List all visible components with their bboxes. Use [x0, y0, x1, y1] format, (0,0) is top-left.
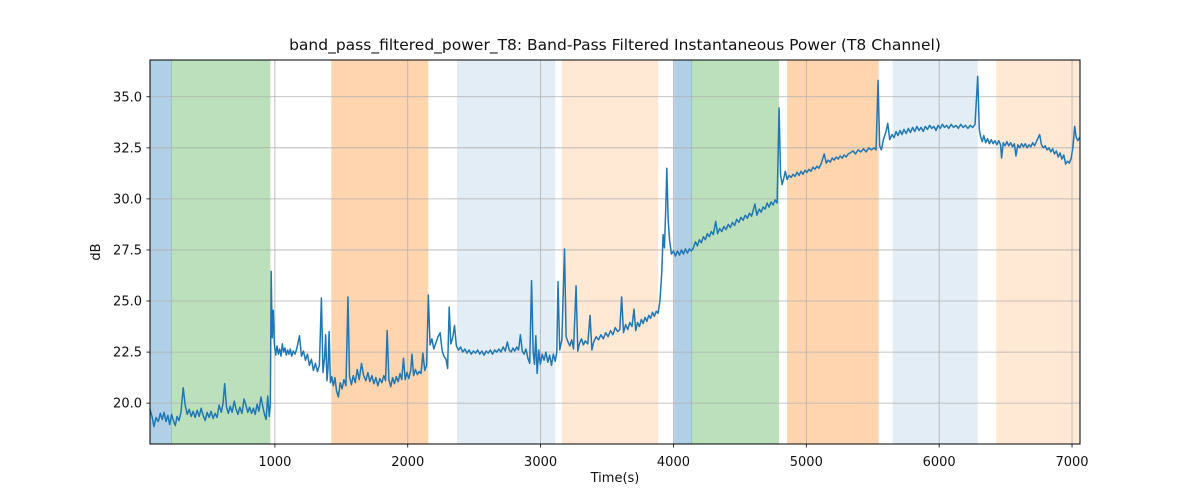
highlight-band — [996, 60, 1080, 444]
axes-layer: 1000 2000 3000 4000 5000 6000 7000 20.0 22.5 25.0… — [113, 59, 1089, 470]
bands-layer — [150, 60, 1080, 444]
x-tick-label: 2000 — [391, 455, 424, 470]
x-tick-label: 6000 — [923, 455, 956, 470]
y-tick-label: 25.0 — [113, 295, 142, 310]
plot-border — [149, 59, 1081, 445]
chart-title: band_pass_filtered_power_T8: Band-Pass F… — [289, 36, 941, 55]
highlight-band — [691, 60, 780, 444]
y-tick-label: 22.5 — [113, 346, 142, 361]
y-tick-label: 35.0 — [113, 90, 142, 105]
highlight-band — [787, 60, 879, 444]
x-tick-label: 3000 — [524, 455, 557, 470]
series-layer — [149, 75, 1081, 428]
data-line — [149, 75, 1081, 428]
y-tick-label: 32.5 — [113, 141, 142, 156]
x-axis-label: Time(s) — [590, 471, 640, 486]
highlight-band — [892, 60, 978, 444]
y-tick-label: 20.0 — [113, 397, 142, 412]
highlight-band — [456, 60, 556, 444]
y-axis-label: dB — [89, 243, 104, 260]
x-tick-label: 5000 — [790, 455, 823, 470]
highlight-band — [150, 60, 172, 444]
highlight-band — [171, 60, 271, 444]
y-tick-label: 27.5 — [113, 243, 142, 258]
x-tick-label: 7000 — [1055, 455, 1088, 470]
x-tick-label: 4000 — [657, 455, 690, 470]
highlight-band — [561, 60, 659, 444]
x-tick-label: 1000 — [258, 455, 291, 470]
y-tick-label: 30.0 — [113, 192, 142, 207]
